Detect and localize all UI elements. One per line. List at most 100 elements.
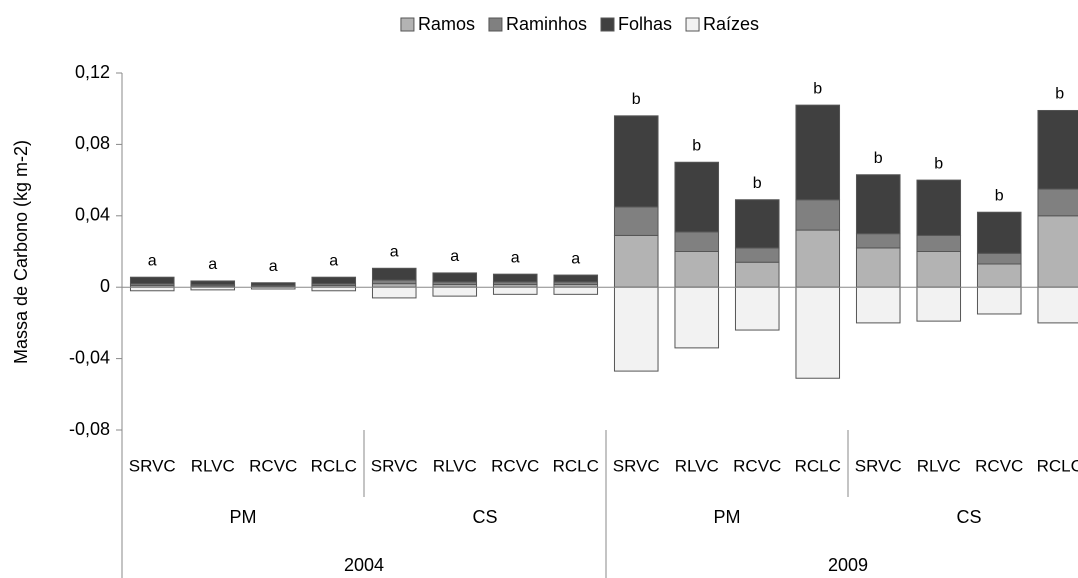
bar-segment [916,286,962,322]
bar-segment [916,179,962,236]
x-tick-label: RLVC [917,456,961,475]
bar-segment [976,211,1022,254]
bar-segment [855,247,901,288]
bar-annotation: b [874,150,883,167]
legend-label: Folhas [618,14,672,34]
bar-segment [190,280,236,286]
bar-annotation: a [208,256,217,273]
bar-segment [1037,188,1078,217]
bar-annotation: a [329,252,338,269]
bar-segment [855,174,901,235]
bar-segment [916,234,962,252]
x-tick-label: SRVC [855,456,902,475]
bar-segment [976,286,1022,315]
bar-annotation: b [753,175,762,192]
x-tick-label: RCLC [1037,456,1078,475]
bar-annotation: b [692,137,701,154]
year-label: 2004 [344,555,384,575]
bar-segment [734,247,780,263]
group-label: PM [230,507,257,527]
x-tick-label: RCVC [975,456,1023,475]
year-label: 2009 [828,555,868,575]
bar-segment [613,286,659,372]
y-tick-label: 0,04 [75,205,110,225]
bar-annotation: a [148,252,157,269]
bar-annotation: a [390,243,399,260]
x-tick-label: SRVC [613,456,660,475]
x-tick-label: SRVC [371,456,418,475]
legend-swatch [685,17,700,32]
x-tick-label: SRVC [129,456,176,475]
bar-segment [674,286,720,349]
legend-swatch [400,17,415,32]
bar-segment [734,286,780,331]
bar-segment [855,286,901,324]
bar-annotation: a [450,248,459,265]
x-tick-label: RLVC [675,456,719,475]
bar-annotation: b [995,187,1004,204]
bar-segment [976,263,1022,288]
bar-segment [371,267,417,281]
bar-segment [432,272,478,283]
bar-segment [371,286,417,299]
legend-label: Raminhos [506,14,587,34]
bar-segment [795,229,841,288]
bar-segment [1037,286,1078,324]
bar-segment [250,282,296,286]
bar-segment [129,286,175,292]
bar-segment [311,286,357,292]
bar-segment [795,286,841,379]
x-tick-label: RCVC [249,456,297,475]
bar-segment [371,283,417,288]
legend-label: Raízes [703,14,759,34]
bar-annotation: b [813,80,822,97]
x-tick-label: RCLC [311,456,357,475]
bar-segment [371,279,417,285]
bar-segment [492,273,538,283]
y-tick-label: 0,12 [75,62,110,82]
y-axis-label: Massa de Carbono (kg m-2) [11,140,31,364]
bar-segment [613,115,659,208]
bar-segment [613,206,659,236]
y-tick-label: -0,08 [69,419,110,439]
x-tick-label: RCVC [491,456,539,475]
legend-label: Ramos [418,14,475,34]
bar-annotation: b [934,155,943,172]
bar-segment [916,251,962,288]
bar-segment [674,231,720,253]
y-tick-label: 0 [100,276,110,296]
bar-segment [734,261,780,288]
bar-annotation: a [269,258,278,275]
bar-segment [311,276,357,285]
x-tick-label: RLVC [191,456,235,475]
bar-segment [553,274,599,283]
bar-segment [795,199,841,231]
group-label: CS [472,507,497,527]
bar-segment [795,104,841,201]
x-tick-label: RCLC [553,456,599,475]
x-tick-label: RCLC [795,456,841,475]
y-tick-label: -0,04 [69,347,110,367]
bar-segment [674,251,720,288]
bar-segment [1037,109,1078,190]
bar-annotation: a [571,250,580,267]
bar-segment [976,252,1022,265]
bar-segment [855,233,901,249]
bar-annotation: b [1055,86,1064,103]
bar-annotation: a [511,249,520,266]
bar-segment [432,286,478,297]
bar-segment [553,286,599,295]
x-tick-label: RLVC [433,456,477,475]
bar-annotation: b [632,91,641,108]
y-tick-label: 0,08 [75,133,110,153]
legend-swatch [600,17,615,32]
bar-segment [734,199,780,249]
bar-segment [613,234,659,288]
bar-segment [492,286,538,295]
bar-segment [1037,215,1078,288]
bar-segment [129,276,175,285]
group-label: PM [714,507,741,527]
group-label: CS [956,507,981,527]
x-tick-label: RCVC [733,456,781,475]
